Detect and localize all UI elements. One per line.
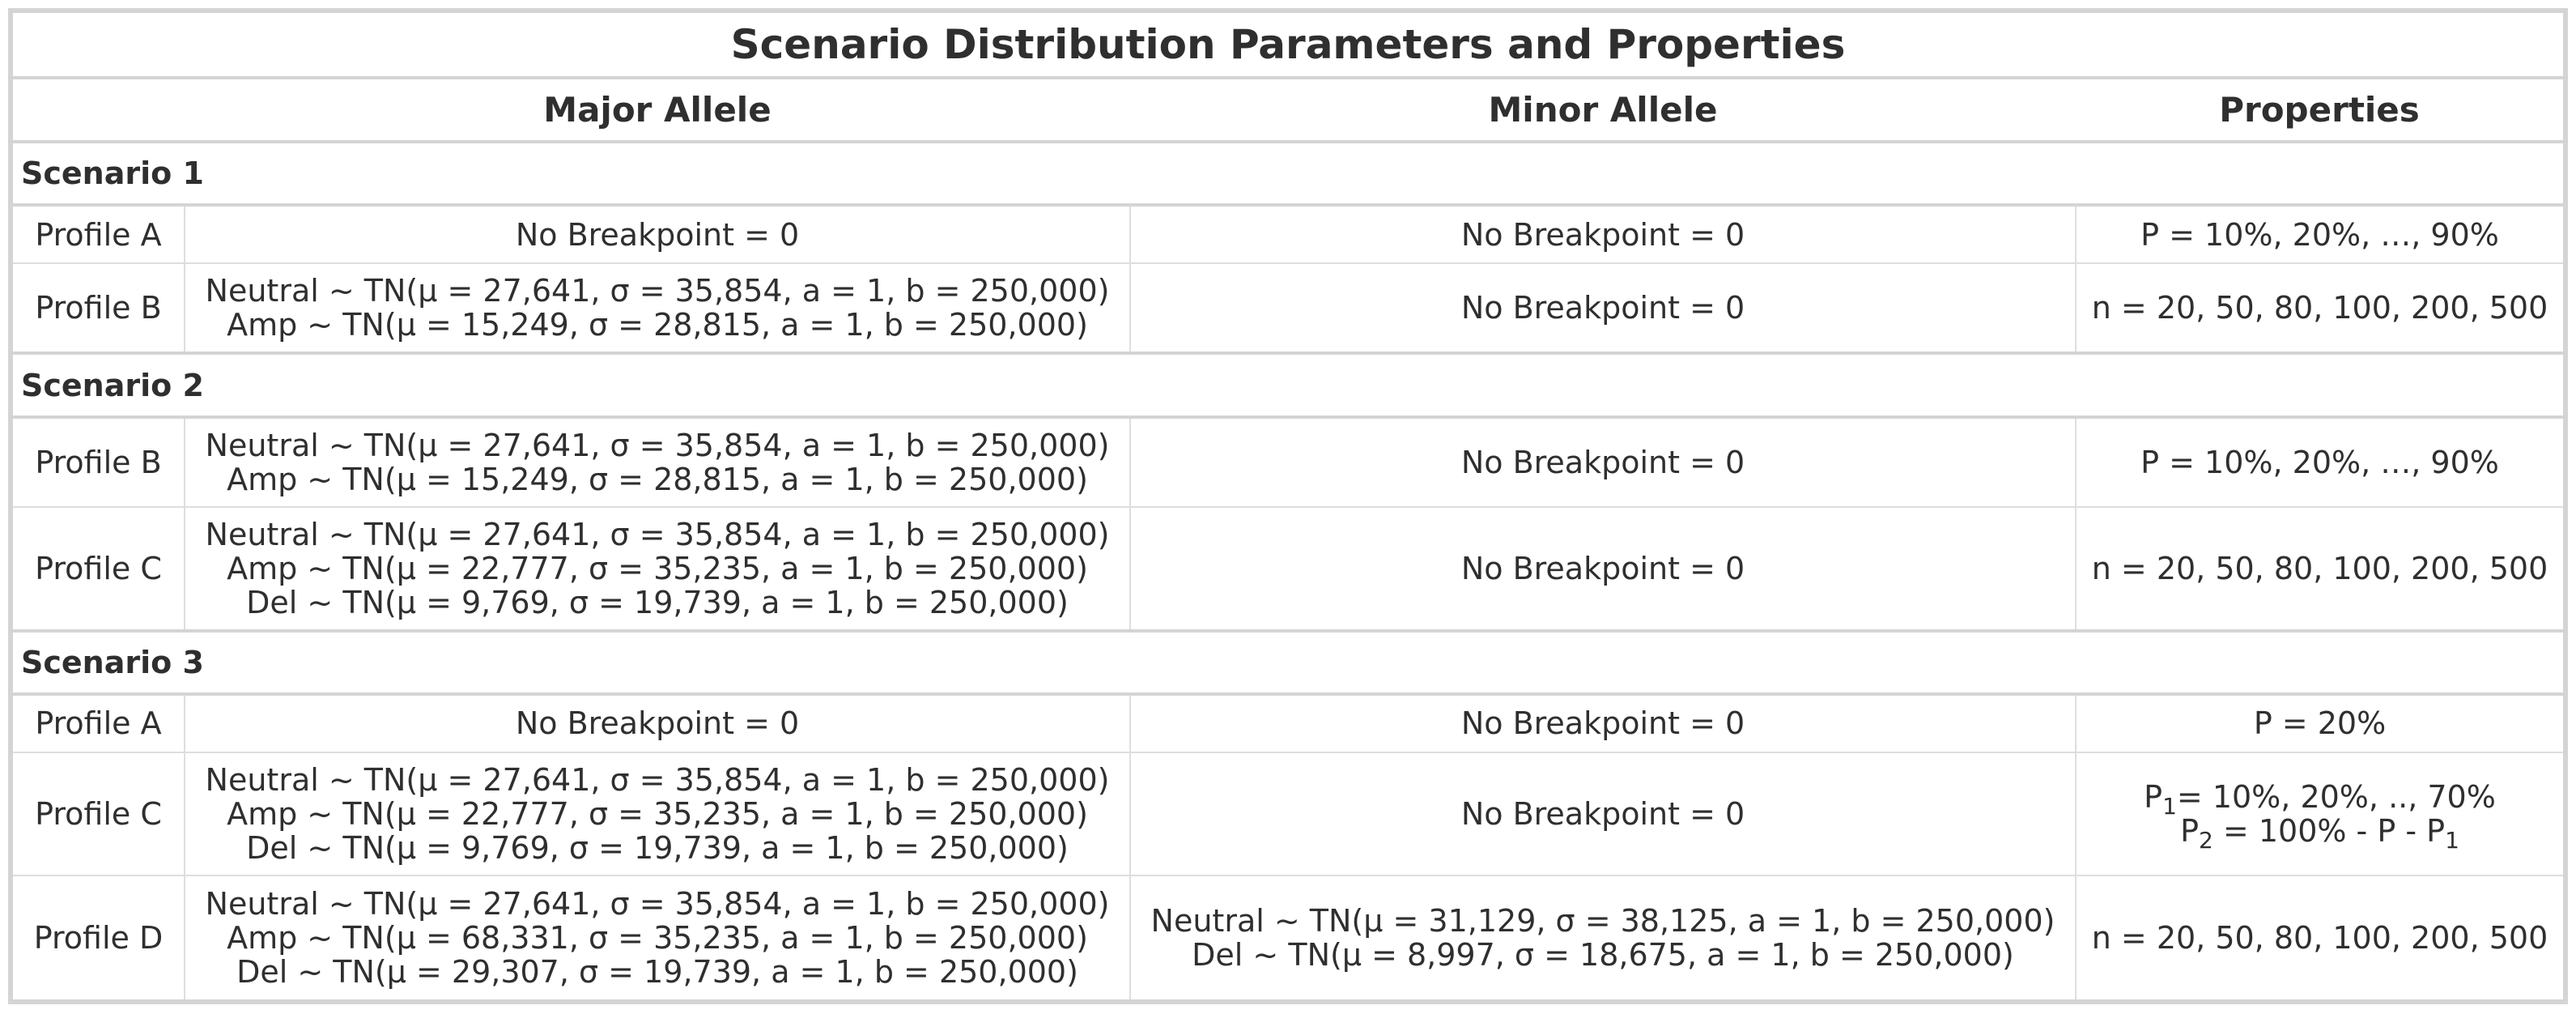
p2-mid: = 100% - P - P (2213, 813, 2446, 850)
scenario-header-row: Scenario 1 (13, 141, 2563, 207)
cell-line: Neutral ~ TN(μ = 31,129, σ = 38,125, a =… (1150, 903, 2055, 939)
minor-allele-cell: Neutral ~ TN(μ = 31,129, σ = 38,125, a =… (1130, 876, 2077, 999)
cell-line: Amp ~ TN(μ = 15,249, σ = 28,815, a = 1, … (227, 307, 1088, 343)
properties-cell: n = 20, 50, 80, 100, 200, 500 (2076, 263, 2563, 356)
p2-subscript: 2 (2199, 827, 2213, 854)
cell-line: No Breakpoint = 0 (515, 216, 800, 253)
p1-line: P1= 10%, 20%, .., 70% (2077, 779, 2563, 818)
profile-label: Profile A (13, 693, 185, 753)
p2-line: P2 = 100% - P - P1 (2077, 813, 2563, 852)
table-row: Profile A No Breakpoint = 0 No Breakpoin… (13, 693, 2563, 753)
major-allele-cell: No Breakpoint = 0 (185, 693, 1131, 753)
title-row: Scenario Distribution Parameters and Pro… (13, 13, 2563, 80)
minor-allele-cell: No Breakpoint = 0 (1130, 507, 2077, 633)
p2-base: P (2180, 813, 2200, 850)
profile-label: Profile A (13, 205, 185, 265)
major-allele-cell: Neutral ~ TN(μ = 27,641, σ = 35,854, a =… (185, 263, 1131, 356)
cell-line: No Breakpoint = 0 (515, 705, 800, 742)
cell-line: Del ~ TN(μ = 9,769, σ = 19,739, a = 1, b… (246, 830, 1069, 867)
cell-line: Del ~ TN(μ = 9,769, σ = 19,739, a = 1, b… (246, 584, 1069, 620)
header-minor-allele: Minor Allele (1130, 78, 2076, 143)
minor-allele-cell: No Breakpoint = 0 (1130, 205, 2077, 265)
p1-base: P (2144, 779, 2163, 816)
header-properties: Properties (2076, 78, 2563, 143)
properties-cell: P1= 10%, 20%, .., 70% P2 = 100% - P - P1 (2076, 752, 2563, 877)
table-row: Profile C Neutral ~ TN(μ = 27,641, σ = 3… (13, 752, 2563, 877)
cell-line: Neutral ~ TN(μ = 27,641, σ = 35,854, a =… (205, 427, 1110, 463)
cell-line: n = 20, 50, 80, 100, 200, 500 (2091, 920, 2548, 956)
major-allele-cell: Neutral ~ TN(μ = 27,641, σ = 35,854, a =… (185, 752, 1131, 877)
cell-line: No Breakpoint = 0 (1460, 550, 1745, 586)
properties-cell: P = 10%, 20%, …, 90% (2076, 416, 2563, 509)
minor-allele-cell: No Breakpoint = 0 (1130, 263, 2077, 356)
p1-rest: = 10%, 20%, .., 70% (2176, 779, 2496, 816)
cell-line: P = 10%, 20%, …, 90% (2140, 444, 2499, 480)
parameters-table: Scenario Distribution Parameters and Pro… (13, 13, 2563, 999)
p2-subscript-2: 1 (2445, 827, 2459, 854)
profile-label: Profile B (13, 416, 185, 509)
cell-line: n = 20, 50, 80, 100, 200, 500 (2091, 550, 2548, 586)
cell-line: No Breakpoint = 0 (1460, 290, 1745, 326)
table-row: Profile B Neutral ~ TN(μ = 27,641, σ = 3… (13, 416, 2563, 509)
cell-line: Neutral ~ TN(μ = 27,641, σ = 35,854, a =… (205, 516, 1110, 552)
scenario-label: Scenario 1 (13, 141, 2563, 207)
header-blank (13, 78, 185, 143)
scenario-label: Scenario 2 (13, 353, 2563, 419)
p1-subscript: 1 (2162, 793, 2177, 820)
header-major-allele: Major Allele (185, 78, 1130, 143)
cell-line: Amp ~ TN(μ = 15,249, σ = 28,815, a = 1, … (227, 461, 1088, 497)
table-row: Profile A No Breakpoint = 0 No Breakpoin… (13, 205, 2563, 265)
profile-label: Profile C (13, 507, 185, 633)
cell-line: Neutral ~ TN(μ = 27,641, σ = 35,854, a =… (205, 273, 1110, 309)
scenario-label: Scenario 3 (13, 630, 2563, 696)
cell-line: No Breakpoint = 0 (1460, 705, 1745, 742)
scenario-header-row: Scenario 2 (13, 353, 2563, 419)
cell-line: Del ~ TN(μ = 8,997, σ = 18,675, a = 1, b… (1192, 937, 2014, 974)
cell-line: No Breakpoint = 0 (1460, 796, 1745, 833)
table-row: Profile C Neutral ~ TN(μ = 27,641, σ = 3… (13, 507, 2563, 633)
profile-label: Profile C (13, 752, 185, 877)
major-allele-cell: Neutral ~ TN(μ = 27,641, σ = 35,854, a =… (185, 507, 1131, 633)
cell-line: Amp ~ TN(μ = 22,777, σ = 35,235, a = 1, … (227, 550, 1088, 586)
cell-line: n = 20, 50, 80, 100, 200, 500 (2091, 290, 2548, 326)
cell-line: Amp ~ TN(μ = 22,777, σ = 35,235, a = 1, … (227, 796, 1088, 833)
cell-line: Amp ~ TN(μ = 68,331, σ = 35,235, a = 1, … (227, 920, 1088, 956)
cell-line: No Breakpoint = 0 (1460, 216, 1745, 253)
cell-line: P = 20% (2253, 705, 2387, 742)
minor-allele-cell: No Breakpoint = 0 (1130, 416, 2077, 509)
scenario-header-row: Scenario 3 (13, 630, 2563, 696)
minor-allele-cell: No Breakpoint = 0 (1130, 752, 2077, 877)
cell-line: Neutral ~ TN(μ = 27,641, σ = 35,854, a =… (205, 762, 1110, 799)
major-allele-cell: No Breakpoint = 0 (185, 205, 1131, 265)
table-row: Profile D Neutral ~ TN(μ = 27,641, σ = 3… (13, 876, 2563, 999)
properties-cell: n = 20, 50, 80, 100, 200, 500 (2076, 507, 2563, 633)
cell-line: No Breakpoint = 0 (1460, 444, 1745, 480)
table-title: Scenario Distribution Parameters and Pro… (13, 13, 2563, 80)
cell-line: Neutral ~ TN(μ = 27,641, σ = 35,854, a =… (205, 886, 1110, 922)
properties-cell: P = 10%, 20%, …, 90% (2076, 205, 2563, 265)
cell-line: P = 10%, 20%, …, 90% (2140, 216, 2499, 253)
cell-line: Del ~ TN(μ = 29,307, σ = 19,739, a = 1, … (236, 954, 1078, 991)
major-allele-cell: Neutral ~ TN(μ = 27,641, σ = 35,854, a =… (185, 416, 1131, 509)
profile-label: Profile D (13, 876, 185, 999)
major-allele-cell: Neutral ~ TN(μ = 27,641, σ = 35,854, a =… (185, 876, 1131, 999)
properties-cell: n = 20, 50, 80, 100, 200, 500 (2076, 876, 2563, 999)
minor-allele-cell: No Breakpoint = 0 (1130, 693, 2077, 753)
header-row: Major Allele Minor Allele Properties (13, 78, 2563, 143)
table-frame: Scenario Distribution Parameters and Pro… (8, 8, 2568, 1004)
profile-label: Profile B (13, 263, 185, 356)
table-row: Profile B Neutral ~ TN(μ = 27,641, σ = 3… (13, 263, 2563, 356)
properties-cell: P = 20% (2076, 693, 2563, 753)
